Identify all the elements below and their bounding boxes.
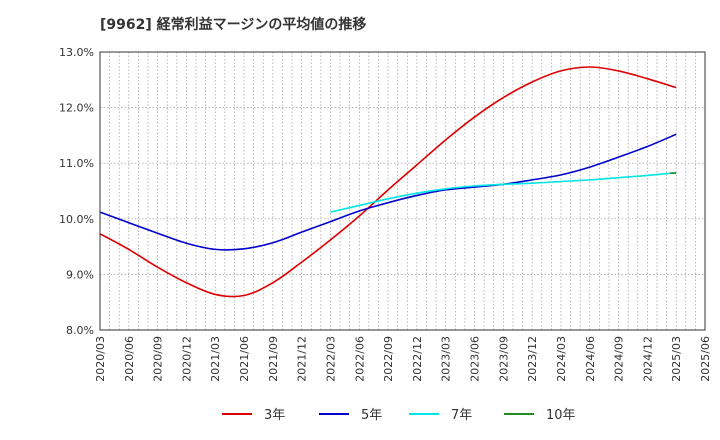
x-tick-label: 2020/06 — [123, 336, 136, 382]
x-tick-label: 2021/09 — [267, 336, 280, 382]
x-tick-label: 2021/06 — [238, 336, 251, 382]
series-lines — [99, 66, 677, 298]
chart-title: [9962] 経常利益マージンの平均値の推移 — [100, 17, 367, 33]
x-tick-label: 2024/09 — [613, 336, 626, 382]
y-tick-label: 12.0% — [59, 102, 94, 115]
legend-label: 5年 — [361, 408, 382, 423]
x-tick-label: 2024/03 — [555, 336, 568, 382]
y-tick-label: 13.0% — [59, 46, 94, 59]
x-axis: 2020/03 2020/06 2020/09 2020/12 2021/03 2021/… — [94, 336, 712, 382]
x-tick-label: 2020/09 — [152, 336, 165, 382]
x-tick-label: 2020/03 — [94, 336, 107, 382]
x-tick-label: 2022/03 — [324, 336, 337, 382]
series-line-0 — [99, 66, 677, 298]
x-tick-label: 2021/03 — [209, 336, 222, 382]
y-axis: 8.0% 9.0% 10.0% 11.0% 12.0% 13.0% — [59, 46, 94, 337]
y-tick-label: 9.0% — [66, 268, 94, 281]
series-line-2 — [330, 171, 677, 213]
x-tick-label: 2021/12 — [296, 336, 309, 382]
x-tick-label: 2023/12 — [526, 336, 539, 382]
x-tick-label: 2020/12 — [180, 336, 193, 382]
y-tick-label: 11.0% — [59, 157, 94, 170]
x-tick-label: 2022/09 — [382, 336, 395, 382]
x-tick-label: 2023/06 — [469, 336, 482, 382]
x-tick-label: 2024/12 — [641, 336, 654, 382]
x-tick-label: 2023/09 — [497, 336, 510, 382]
grid-lines — [100, 52, 705, 330]
legend-label: 10年 — [546, 408, 576, 423]
x-tick-label: 2022/06 — [353, 336, 366, 382]
x-tick-label: 2025/03 — [670, 336, 683, 382]
legend-label: 3年 — [264, 408, 285, 423]
series-line-1 — [99, 133, 677, 251]
x-tick-label: 2023/03 — [440, 336, 453, 382]
legend-label: 7年 — [451, 408, 472, 423]
x-tick-label: 2024/06 — [584, 336, 597, 382]
x-tick-label: 2025/06 — [699, 336, 712, 382]
y-tick-label: 10.0% — [59, 213, 94, 226]
y-tick-label: 8.0% — [66, 324, 94, 337]
x-tick-label: 2022/12 — [411, 336, 424, 382]
plot-frame — [99, 51, 706, 331]
legend: 3年 5年 7年 10年 — [222, 408, 576, 423]
